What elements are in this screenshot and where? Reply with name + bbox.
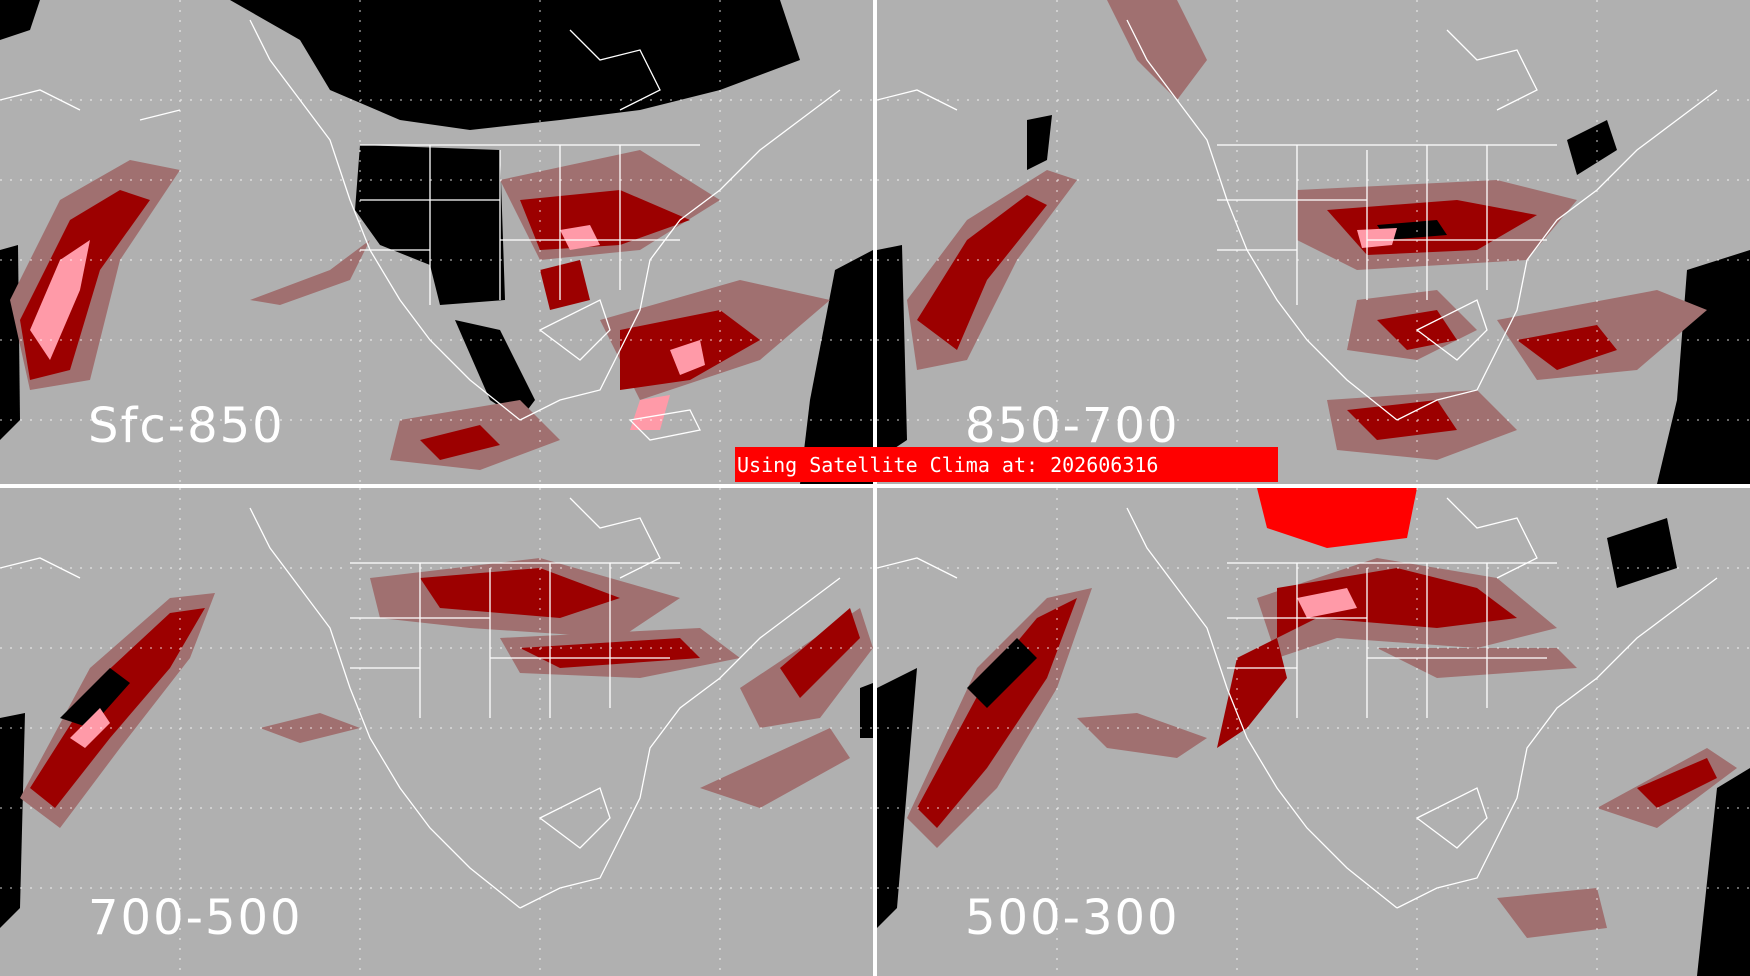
cloud-light <box>700 728 850 808</box>
cloud-medium <box>1277 568 1517 638</box>
panel-divider-horizontal <box>0 484 1750 488</box>
panel-divider-vertical <box>873 0 877 976</box>
cloud-medium <box>420 425 500 460</box>
land-mask-east-edge <box>800 250 873 484</box>
map-panel-700-500: 700-500 <box>0 488 873 976</box>
land-mask-west-edge <box>0 713 25 928</box>
cloud-light <box>1107 0 1207 100</box>
land-mask-west-edge <box>877 245 907 460</box>
cloud-extreme <box>60 668 130 728</box>
cloud-high <box>630 395 670 430</box>
cloud-medium <box>30 608 205 808</box>
cloud-light <box>250 240 370 305</box>
cloud-extreme <box>967 638 1037 708</box>
map-panel-850-700: 850-700 <box>877 0 1750 484</box>
land-mask-east-edge <box>1657 250 1750 484</box>
cloud-medium <box>420 568 620 618</box>
cloud-high <box>30 240 90 360</box>
land-mask-nw <box>1027 115 1052 170</box>
cloud-high <box>670 340 705 375</box>
cloud-high <box>560 225 600 250</box>
layer-label: 500-300 <box>965 890 1180 946</box>
cloud-medium <box>1517 325 1617 370</box>
map-panel-sfc-850: Sfc-850 <box>0 0 873 484</box>
layer-label: 850-700 <box>965 398 1180 454</box>
map-sfc-850 <box>0 0 873 484</box>
cloud-medium <box>780 608 860 698</box>
cloud-light <box>1497 888 1607 938</box>
land-mask-west-edge <box>0 245 20 440</box>
cloud-extreme <box>1257 488 1417 548</box>
satellite-climatology-banner: Using Satellite Clima at: 202606316 <box>735 447 1278 482</box>
layer-label: 700-500 <box>88 890 303 946</box>
cloud-medium <box>1217 638 1287 748</box>
cloud-high <box>1357 228 1397 248</box>
land-mask-nw <box>0 0 40 40</box>
map-700-500 <box>0 488 873 976</box>
map-850-700 <box>877 0 1750 484</box>
cloud-medium <box>917 598 1077 828</box>
layer-label: Sfc-850 <box>88 398 285 454</box>
land-mask-north <box>230 0 800 130</box>
cloud-extreme <box>1567 120 1617 175</box>
cloud-medium <box>540 260 590 310</box>
map-panel-500-300: 500-300 <box>877 488 1750 976</box>
cloud-medium <box>917 195 1047 350</box>
land-mask-west-edge <box>877 668 917 928</box>
cloud-light <box>1377 648 1577 678</box>
map-500-300 <box>877 488 1750 976</box>
land-mask-east-edge <box>1697 768 1750 976</box>
cloud-medium <box>1637 758 1717 808</box>
land-mask-mexico <box>455 320 535 420</box>
cloud-extreme <box>1607 518 1677 588</box>
land-mask-east-edge <box>860 683 873 738</box>
cloud-light <box>1077 713 1207 758</box>
cloud-medium <box>1347 400 1457 440</box>
cloud-high <box>1297 588 1357 618</box>
